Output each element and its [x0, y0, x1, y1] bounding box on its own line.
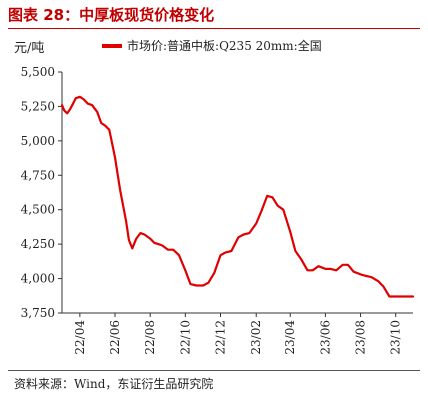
- y-tick-label: 5,500: [21, 65, 55, 79]
- title-divider: [8, 28, 420, 29]
- legend: 市场价:普通中板:Q235 20mm:全国: [102, 37, 322, 54]
- y-tick-label: 4,500: [21, 203, 55, 217]
- y-axis-unit-label: 元/吨: [14, 41, 45, 56]
- series-line-0: [60, 95, 415, 298]
- y-tick-label: 3,750: [21, 306, 55, 320]
- figure-title: 图表 28：中厚板现货价格变化: [8, 6, 215, 24]
- x-tick-label: 22/06: [108, 320, 122, 355]
- line-chart: 3,750 4,000 4,250 4,500 4,750 5,000 5,250 5,500…: [21, 65, 415, 355]
- y-tick-label: 4,250: [21, 237, 55, 251]
- x-tick-label: 22/12: [213, 320, 227, 355]
- x-tick-label: 23/08: [354, 320, 368, 355]
- legend-line-swatch: [102, 43, 122, 48]
- x-tick-label: 22/10: [178, 320, 192, 355]
- x-tick-label: 22/04: [73, 320, 87, 355]
- x-tick-label: 23/04: [283, 320, 297, 355]
- x-tick-label: 23/02: [249, 320, 263, 355]
- source-note: 资料来源：Wind，东证衍生品研究院: [14, 377, 214, 391]
- x-tick-label: 23/10: [389, 320, 403, 355]
- footer-divider: [8, 370, 420, 371]
- y-tick-label: 4,000: [21, 272, 55, 286]
- y-tick-label: 5,250: [21, 99, 55, 113]
- y-tick-label: 5,000: [21, 134, 55, 148]
- x-tick-label: 23/06: [318, 320, 332, 355]
- legend-series-label: 市场价:普通中板:Q235 20mm:全国: [127, 39, 322, 53]
- y-tick-label: 4,750: [21, 168, 55, 182]
- x-tick-label: 22/08: [143, 320, 157, 355]
